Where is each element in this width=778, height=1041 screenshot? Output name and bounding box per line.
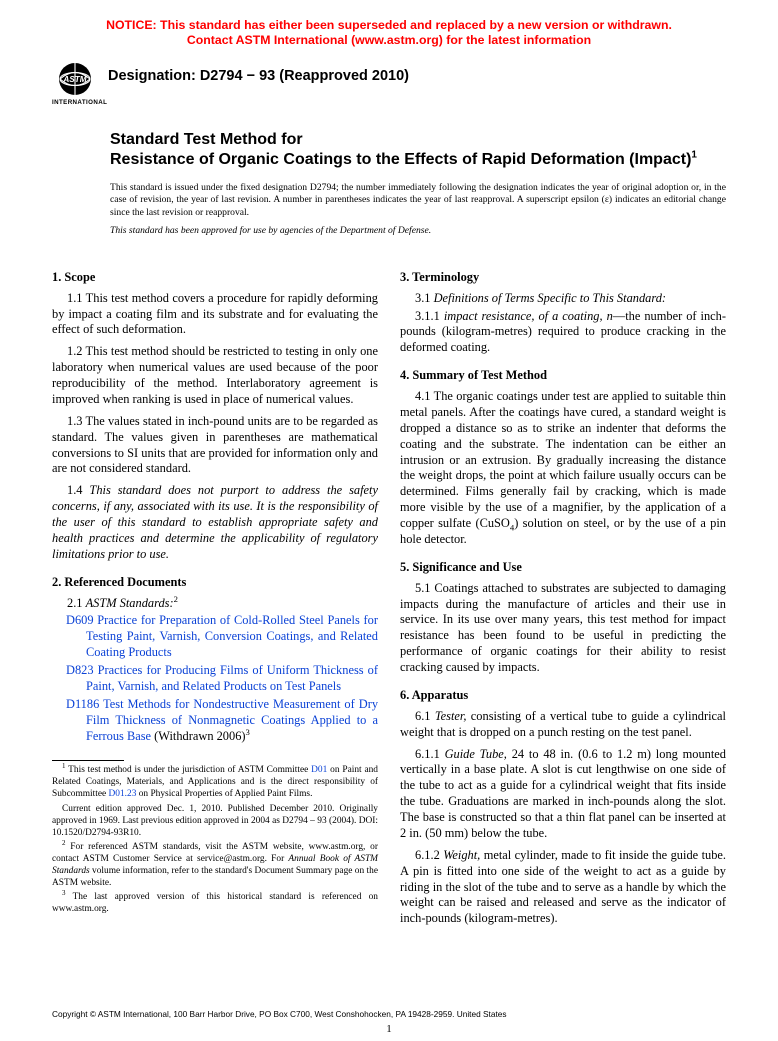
ref-d823-link[interactable]: D823 Practices for Producing Films of Un… [66, 663, 378, 693]
title-main: Resistance of Organic Coatings to the Ef… [110, 150, 726, 170]
scope-1-1: 1.1 This test method covers a procedure … [52, 291, 378, 339]
refdocs-2-1-num: 2.1 [67, 596, 86, 610]
ref-d1186-trail: (Withdrawn 2006) [151, 729, 245, 743]
apparatus-6-1-1: 6.1.1 Guide Tube, 24 to 48 in. (0.6 to 1… [400, 747, 726, 842]
ref-d823: D823 Practices for Producing Films of Un… [52, 663, 378, 695]
ref-d609-code: D609 [66, 613, 94, 627]
apparatus-6-1-1-num: 6.1.1 [415, 747, 445, 761]
terminology-3-1: 3.1 Definitions of Terms Specific to Thi… [400, 291, 726, 307]
summary-4-1-pre: 4.1 The organic coatings under test are … [400, 389, 726, 530]
ref-d609-link[interactable]: D609 Practice for Preparation of Cold-Ro… [66, 613, 378, 659]
footnote-1-post: on Physical Properties of Applied Paint … [136, 789, 312, 799]
apparatus-heading: 6. Apparatus [400, 688, 726, 704]
ref-d823-text: Practices for Producing Films of Uniform… [86, 663, 378, 693]
footnote-1b: Current edition approved Dec. 1, 2010. P… [52, 803, 378, 839]
apparatus-6-1-term: Tester, [435, 709, 467, 723]
scope-1-4-text: This standard does not purport to addres… [52, 483, 378, 561]
ref-d1186-trail-sup: 3 [246, 726, 250, 736]
header-block: ASTM INTERNATIONAL Designation: D2794 − … [52, 62, 726, 106]
significance-heading: 5. Significance and Use [400, 560, 726, 576]
ref-d1186-code: D1186 [66, 697, 99, 711]
apparatus-6-1-2: 6.1.2 Weight, metal cylinder, made to fi… [400, 848, 726, 927]
dod-approval-note: This standard has been approved for use … [110, 225, 726, 236]
refdocs-sup: 2 [174, 593, 178, 603]
scope-1-4: 1.4 This standard does not purport to ad… [52, 483, 378, 562]
page: NOTICE: This standard has either been su… [0, 0, 778, 1041]
title-block: Standard Test Method for Resistance of O… [110, 130, 726, 170]
apparatus-6-1: 6.1 Tester, consisting of a vertical tub… [400, 709, 726, 741]
right-column: 3. Terminology 3.1 Definitions of Terms … [400, 258, 726, 933]
copyright-line: Copyright © ASTM International, 100 Barr… [52, 1009, 507, 1019]
refdocs-subhead: 2.1 ASTM Standards:2 [52, 596, 378, 612]
refdocs-heading: 2. Referenced Documents [52, 575, 378, 591]
terminology-3-1-1: 3.1.1 impact resistance, of a coating, n… [400, 309, 726, 357]
ref-d1186: D1186 Test Methods for Nondestructive Me… [52, 697, 378, 745]
title-superscript: 1 [691, 150, 697, 161]
ref-d823-code: D823 [66, 663, 94, 677]
notice-banner: NOTICE: This standard has either been su… [52, 18, 726, 48]
title-lead: Standard Test Method for [110, 130, 726, 150]
footnotes: 1 This test method is under the jurisdic… [52, 764, 378, 914]
terminology-3-1-num: 3.1 [415, 291, 434, 305]
apparatus-6-1-num: 6.1 [415, 709, 435, 723]
astm-logo-label: INTERNATIONAL [52, 99, 98, 106]
terminology-3-1-1-num: 3.1.1 [415, 309, 444, 323]
ref-d609-text: Practice for Preparation of Cold-Rolled … [86, 613, 378, 659]
title-main-text: Resistance of Organic Coatings to the Ef… [110, 151, 691, 168]
apparatus-6-1-2-term: Weight, [443, 848, 480, 862]
scope-1-4-num: 1.4 [67, 483, 89, 497]
footnote-1: 1 This test method is under the jurisdic… [52, 764, 378, 800]
notice-line-1: NOTICE: This standard has either been su… [106, 18, 672, 32]
terminology-3-1-1-term: impact resistance, of a coating, n [444, 309, 613, 323]
footnote-1-link2[interactable]: D01.23 [109, 789, 137, 799]
summary-heading: 4. Summary of Test Method [400, 368, 726, 384]
terminology-3-1-label: Definitions of Terms Specific to This St… [434, 291, 666, 305]
body-columns: 1. Scope 1.1 This test method covers a p… [52, 258, 726, 933]
designation-line: Designation: D2794 − 93 (Reapproved 2010… [108, 68, 409, 84]
footnote-3: 3 The last approved version of this hist… [52, 891, 378, 915]
astm-logo-icon: ASTM [53, 62, 97, 98]
apparatus-6-1-1-term: Guide Tube, [445, 747, 507, 761]
left-column: 1. Scope 1.1 This test method covers a p… [52, 258, 378, 933]
refdocs-2-1-label: ASTM Standards: [86, 596, 174, 610]
footnote-2-post: volume information, refer to the standar… [52, 866, 378, 888]
scope-heading: 1. Scope [52, 270, 378, 286]
issuance-note: This standard is issued under the fixed … [110, 182, 726, 219]
footnote-2: 2 For referenced ASTM standards, visit t… [52, 841, 378, 889]
svg-text:ASTM: ASTM [62, 75, 86, 84]
notice-line-2: Contact ASTM International (www.astm.org… [187, 33, 591, 47]
footnote-1-link1[interactable]: D01 [311, 765, 327, 775]
footnote-1-pre: This test method is under the jurisdicti… [68, 765, 311, 775]
footnote-rule [52, 760, 124, 761]
ref-d609: D609 Practice for Preparation of Cold-Ro… [52, 613, 378, 661]
scope-1-3: 1.3 The values stated in inch-pound unit… [52, 414, 378, 478]
significance-5-1: 5.1 Coatings attached to substrates are … [400, 581, 726, 676]
terminology-heading: 3. Terminology [400, 270, 726, 286]
astm-logo: ASTM INTERNATIONAL [52, 62, 98, 106]
apparatus-6-1-2-num: 6.1.2 [415, 848, 443, 862]
summary-4-1: 4.1 The organic coatings under test are … [400, 389, 726, 548]
footnote-3-text: The last approved version of this histor… [52, 892, 378, 914]
page-number: 1 [0, 1023, 778, 1035]
scope-1-2: 1.2 This test method should be restricte… [52, 344, 378, 408]
